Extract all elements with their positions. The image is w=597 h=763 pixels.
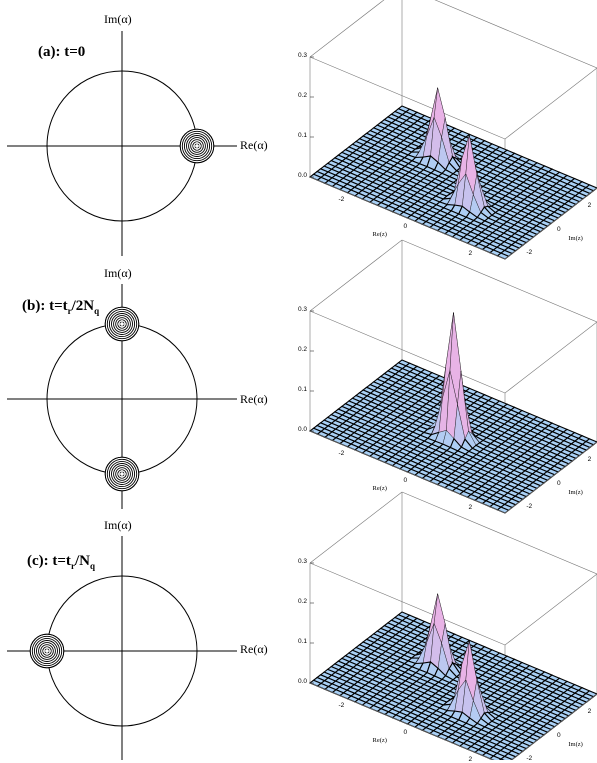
panel-c-phase-space [7,536,237,760]
box-edge [505,322,597,393]
panel-b-surface-plot [310,240,597,513]
coherent-state-contours [105,457,139,491]
coherent-state-contours [105,307,139,341]
surface-mesh [310,313,597,514]
panel-c-surface-plot [310,492,597,760]
box-edge [505,68,597,139]
panel-b-phase-space [7,284,237,509]
coherent-state-contours [30,634,64,668]
box-edge [505,574,597,645]
panel-a-surface-plot [310,0,597,259]
box-edge [310,0,402,57]
surface-mesh [310,594,597,760]
box-edge [310,240,402,311]
surface-mesh [310,88,597,259]
box-edge [310,492,402,563]
coherent-state-contours [180,129,214,163]
box-edge [402,0,597,68]
panel-a-phase-space [7,31,237,256]
